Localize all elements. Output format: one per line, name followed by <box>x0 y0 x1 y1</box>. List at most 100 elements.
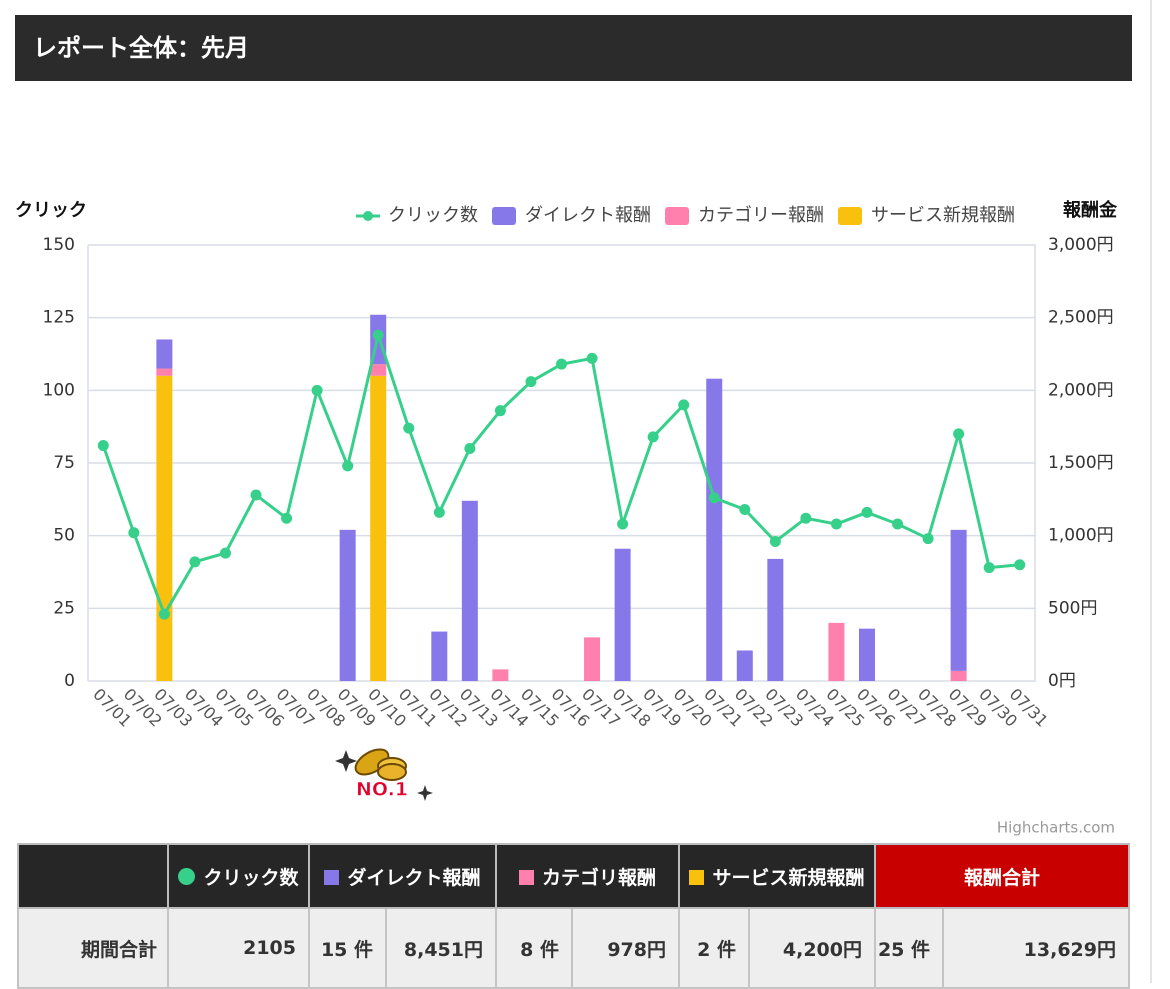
y2-tick-label: 2,000円 <box>1048 380 1114 400</box>
cell: 15 件 <box>308 907 387 989</box>
bar <box>858 628 875 681</box>
bar <box>767 558 784 681</box>
header-text: ダイレクト報酬 <box>347 866 481 889</box>
legend-icon <box>518 869 534 885</box>
line-point <box>281 512 293 524</box>
y-tick-label: 125 <box>43 308 75 328</box>
header-cell: クリック数 <box>167 843 310 909</box>
line-point <box>830 518 842 530</box>
cell: 2105 <box>167 907 310 989</box>
line-point <box>97 440 109 452</box>
bar <box>950 529 967 671</box>
line-point <box>311 384 323 396</box>
line-point <box>342 460 354 472</box>
cell: 13,629円 <box>942 907 1130 989</box>
line-point <box>739 504 751 516</box>
line-point <box>372 329 384 341</box>
header-cell: ダイレクト報酬 <box>308 843 497 909</box>
y-axis-title: クリック <box>15 200 87 221</box>
bar <box>370 364 387 376</box>
bar <box>370 375 387 681</box>
legend-icon <box>689 869 705 885</box>
y-tick-label: 25 <box>53 598 75 618</box>
line-point <box>647 431 659 443</box>
line-point <box>556 358 567 370</box>
line-point <box>128 527 140 539</box>
cell: 978円 <box>571 907 680 989</box>
header-text: サービス新規報酬 <box>712 866 865 889</box>
legend-label: クリック数 <box>388 205 478 226</box>
legend-label: サービス新規報酬 <box>871 205 1015 226</box>
legend-symbol <box>492 207 516 225</box>
badge-text: NO.1 <box>356 779 408 801</box>
legend-symbol <box>363 211 373 221</box>
line-point <box>586 352 598 364</box>
summary-table: クリック数 ダイレクト報酬 カテゴリ報酬 サービス新規報酬 報酬合計 期間合計 … <box>17 843 1130 989</box>
bar <box>614 548 631 681</box>
line-point <box>219 547 231 559</box>
line-point <box>922 533 934 545</box>
line-point <box>617 518 629 530</box>
y2-tick-label: 0円 <box>1048 671 1076 691</box>
y-tick-label: 0 <box>64 671 75 691</box>
bar <box>339 529 356 681</box>
cell: 25 件 <box>874 907 944 989</box>
line-point <box>433 506 445 518</box>
legend-label: カテゴリー報酬 <box>698 205 824 226</box>
cell: 8 件 <box>495 907 573 989</box>
header-cell: 報酬合計 <box>874 843 1130 909</box>
line <box>101 329 1020 618</box>
legend-symbol <box>665 207 689 225</box>
header-cell <box>17 843 169 909</box>
bar <box>736 650 753 681</box>
cell: 2 件 <box>678 907 750 989</box>
table-row: 期間合計 2105 15 件 8,451円 8 件 978円 2 件 4,200… <box>17 907 1130 989</box>
table-header: クリック数 ダイレクト報酬 カテゴリ報酬 サービス新規報酬 報酬合計 <box>17 843 1130 909</box>
badge: NO.1 <box>335 748 433 801</box>
legend-symbol <box>838 207 862 225</box>
credit[interactable]: Highcharts.com <box>997 819 1115 837</box>
line-point <box>250 489 262 501</box>
line-point <box>892 518 904 530</box>
chart: クリック 報酬金 NO.1 Highcharts.com 0 25 50 75 100 1… <box>15 199 1118 837</box>
line-point <box>800 512 812 524</box>
bar <box>492 669 509 681</box>
y-tick-label: 100 <box>43 380 75 400</box>
line-point <box>983 562 995 574</box>
bar <box>156 375 173 681</box>
line-point <box>189 556 201 568</box>
bar <box>431 631 448 681</box>
line-point <box>861 506 873 518</box>
header-cell: サービス新規報酬 <box>678 843 876 909</box>
legend: サービス新規報酬 カテゴリー報酬 ダイレクト報酬 クリック数 <box>356 205 1015 226</box>
cell: 4,200円 <box>748 907 876 989</box>
scroll-edge <box>1150 0 1152 983</box>
header-text: クリック数 <box>203 866 299 889</box>
line-point <box>678 399 690 411</box>
y2-tick-label: 500円 <box>1048 598 1097 618</box>
legend-icon <box>324 869 340 885</box>
y2-tick-label: 2,500円 <box>1048 308 1114 328</box>
line-point <box>1014 559 1026 571</box>
bar <box>461 500 478 681</box>
line-point <box>953 428 965 440</box>
y2-tick-label: 1,000円 <box>1048 526 1114 546</box>
header-cell: カテゴリ報酬 <box>495 843 680 909</box>
y-tick-label: 150 <box>43 235 75 255</box>
legend-icon <box>178 867 196 885</box>
line-point <box>494 405 506 417</box>
y2-tick-label: 1,500円 <box>1048 453 1114 473</box>
y-tick-label: 75 <box>53 453 75 473</box>
line-point <box>525 376 537 388</box>
legend-label: ダイレクト報酬 <box>525 205 651 226</box>
y2-tick-label: 3,000円 <box>1048 235 1114 255</box>
y-tick-label: 50 <box>53 526 75 546</box>
line-point <box>403 422 415 434</box>
bar <box>156 339 173 369</box>
line-point <box>769 535 781 547</box>
cell: 8,451円 <box>385 907 497 989</box>
bar <box>828 622 845 681</box>
y2-axis-title: 報酬金 <box>1063 199 1118 221</box>
bar <box>584 637 601 681</box>
